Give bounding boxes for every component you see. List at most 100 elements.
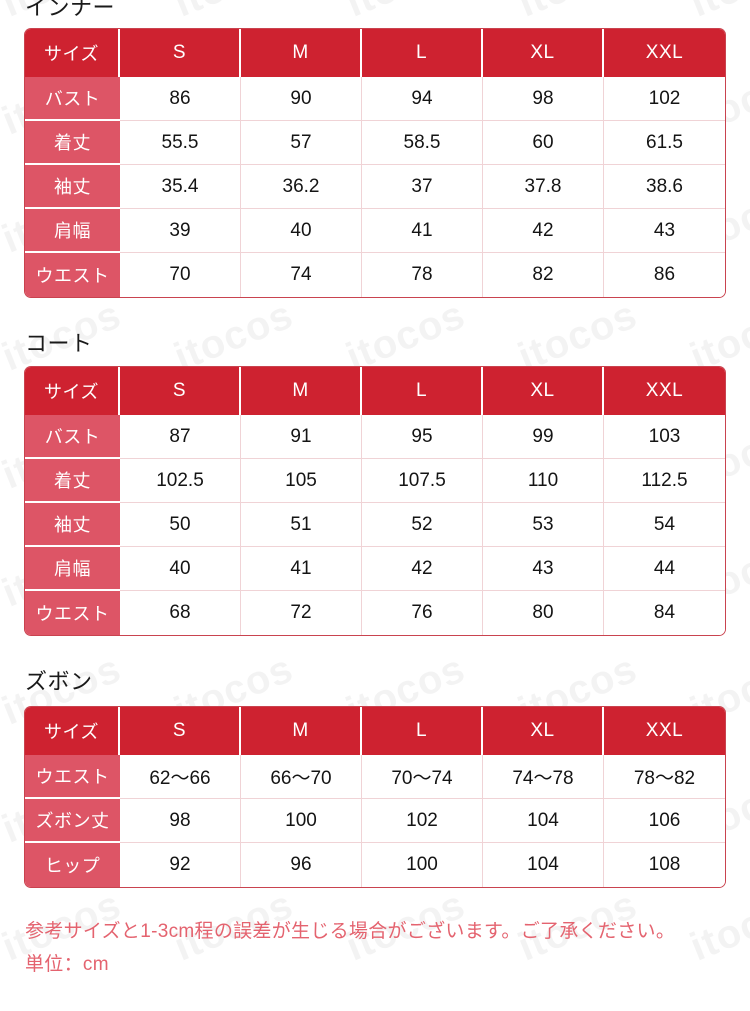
measurement-cell: 68 bbox=[120, 591, 241, 636]
measurement-cell: 39 bbox=[120, 209, 241, 254]
size-table-section: インナーサイズ S M L XL XXL バスト 86 90 94 98 102 着丈 55.5 57 58.… bbox=[0, 0, 750, 298]
measurement-cell: 54 bbox=[604, 503, 725, 548]
size-table: サイズ S M L XL XXL バスト 86 90 94 98 102 着丈 55.5 57 58.5 60 6… bbox=[25, 29, 725, 298]
row-label: バスト bbox=[25, 77, 120, 122]
column-header-s: S bbox=[120, 29, 241, 78]
measurement-cell: 94 bbox=[362, 77, 483, 122]
row-label: ズボン丈 bbox=[25, 799, 120, 844]
row-label: 着丈 bbox=[25, 459, 120, 504]
row-label: ウエスト bbox=[25, 755, 120, 800]
table-row: 袖丈 35.4 36.2 37 37.8 38.6 bbox=[25, 165, 725, 210]
row-label: 肩幅 bbox=[25, 547, 120, 592]
measurement-cell: 35.4 bbox=[120, 165, 241, 210]
column-header-xl: XL bbox=[483, 707, 604, 756]
row-label: ウエスト bbox=[25, 591, 120, 636]
table-row: ウエスト 68 72 76 80 84 bbox=[25, 591, 725, 636]
table-header-row: サイズ S M L XL XXL bbox=[25, 707, 725, 756]
measurement-cell: 92 bbox=[120, 843, 241, 888]
measurement-cell: 102.5 bbox=[120, 459, 241, 504]
table-row: バスト 86 90 94 98 102 bbox=[25, 77, 725, 122]
measurement-cell: 53 bbox=[483, 503, 604, 548]
table-row: ヒップ 92 96 100 104 108 bbox=[25, 843, 725, 888]
measurement-cell: 43 bbox=[604, 209, 725, 254]
measurement-cell: 62〜66 bbox=[120, 755, 241, 800]
measurement-cell: 74 bbox=[241, 253, 362, 298]
measurement-cell: 41 bbox=[241, 547, 362, 592]
title-table-spacer bbox=[0, 20, 750, 29]
measurement-cell: 70 bbox=[120, 253, 241, 298]
measurement-cell: 51 bbox=[241, 503, 362, 548]
measurement-cell: 80 bbox=[483, 591, 604, 636]
measurement-cell: 76 bbox=[362, 591, 483, 636]
size-table-section: ズボン サイズ S M L XL XXL ウエスト 62〜66 66〜70 70〜74 74〜78 78… bbox=[0, 669, 750, 888]
column-header-m: M bbox=[241, 707, 362, 756]
column-header-s: S bbox=[120, 707, 241, 756]
row-label: 肩幅 bbox=[25, 209, 120, 254]
measurement-cell: 38.6 bbox=[604, 165, 725, 210]
measurement-cell: 95 bbox=[362, 415, 483, 460]
table-row: 肩幅 40 41 42 43 44 bbox=[25, 547, 725, 592]
measurement-cell: 82 bbox=[483, 253, 604, 298]
measurement-cell: 90 bbox=[241, 77, 362, 122]
measurement-cell: 55.5 bbox=[120, 121, 241, 166]
measurement-cell: 112.5 bbox=[604, 459, 725, 504]
column-header-size: サイズ bbox=[25, 29, 120, 78]
table-row: ウエスト 62〜66 66〜70 70〜74 74〜78 78〜82 bbox=[25, 755, 725, 800]
row-label: 袖丈 bbox=[25, 165, 120, 210]
table-header-row: サイズ S M L XL XXL bbox=[25, 367, 725, 416]
size-table-section: コート サイズ S M L XL XXL バスト 87 91 95 99 103 着丈 102.5 105 10… bbox=[0, 331, 750, 636]
measurement-cell: 72 bbox=[241, 591, 362, 636]
table-row: ウエスト 70 74 78 82 86 bbox=[25, 253, 725, 298]
measurement-cell: 91 bbox=[241, 415, 362, 460]
measurement-cell: 37 bbox=[362, 165, 483, 210]
table-row: 着丈 102.5 105 107.5 110 112.5 bbox=[25, 459, 725, 504]
row-label: バスト bbox=[25, 415, 120, 460]
measurement-cell: 40 bbox=[120, 547, 241, 592]
measurement-cell: 44 bbox=[604, 547, 725, 592]
column-header-m: M bbox=[241, 367, 362, 416]
measurement-cell: 107.5 bbox=[362, 459, 483, 504]
measurement-cell: 104 bbox=[483, 799, 604, 844]
column-header-xxl: XXL bbox=[604, 29, 725, 78]
measurement-cell: 43 bbox=[483, 547, 604, 592]
measurement-cell: 100 bbox=[362, 843, 483, 888]
row-label: ヒップ bbox=[25, 843, 120, 888]
measurement-cell: 74〜78 bbox=[483, 755, 604, 800]
section-title: コート bbox=[25, 331, 93, 356]
column-header-xl: XL bbox=[483, 29, 604, 78]
measurement-cell: 106 bbox=[604, 799, 725, 844]
measurement-cell: 78〜82 bbox=[604, 755, 725, 800]
measurement-cell: 105 bbox=[241, 459, 362, 504]
measurement-cell: 86 bbox=[604, 253, 725, 298]
column-header-xxl: XXL bbox=[604, 367, 725, 416]
measurement-cell: 50 bbox=[120, 503, 241, 548]
measurement-cell: 99 bbox=[483, 415, 604, 460]
title-table-spacer bbox=[0, 694, 750, 707]
footer-note: 参考サイズと1-3cm程の誤差が生じる場合がございます。ご了承ください。 bbox=[25, 921, 676, 942]
measurement-cell: 96 bbox=[241, 843, 362, 888]
row-label: ウエスト bbox=[25, 253, 120, 298]
measurement-cell: 98 bbox=[120, 799, 241, 844]
table-row: 着丈 55.5 57 58.5 60 61.5 bbox=[25, 121, 725, 166]
title-table-spacer bbox=[0, 356, 750, 367]
measurement-cell: 37.8 bbox=[483, 165, 604, 210]
measurement-cell: 108 bbox=[604, 843, 725, 888]
measurement-cell: 41 bbox=[362, 209, 483, 254]
measurement-cell: 102 bbox=[604, 77, 725, 122]
section-title: インナー bbox=[25, 0, 116, 20]
measurement-cell: 103 bbox=[604, 415, 725, 460]
table-row: 袖丈 50 51 52 53 54 bbox=[25, 503, 725, 548]
column-header-l: L bbox=[362, 29, 483, 78]
column-header-m: M bbox=[241, 29, 362, 78]
row-label: 袖丈 bbox=[25, 503, 120, 548]
measurement-cell: 60 bbox=[483, 121, 604, 166]
column-header-l: L bbox=[362, 367, 483, 416]
column-header-xl: XL bbox=[483, 367, 604, 416]
measurement-cell: 42 bbox=[483, 209, 604, 254]
measurement-cell: 78 bbox=[362, 253, 483, 298]
measurement-cell: 52 bbox=[362, 503, 483, 548]
measurement-cell: 42 bbox=[362, 547, 483, 592]
row-label: 着丈 bbox=[25, 121, 120, 166]
table-row: ズボン丈 98 100 102 104 106 bbox=[25, 799, 725, 844]
